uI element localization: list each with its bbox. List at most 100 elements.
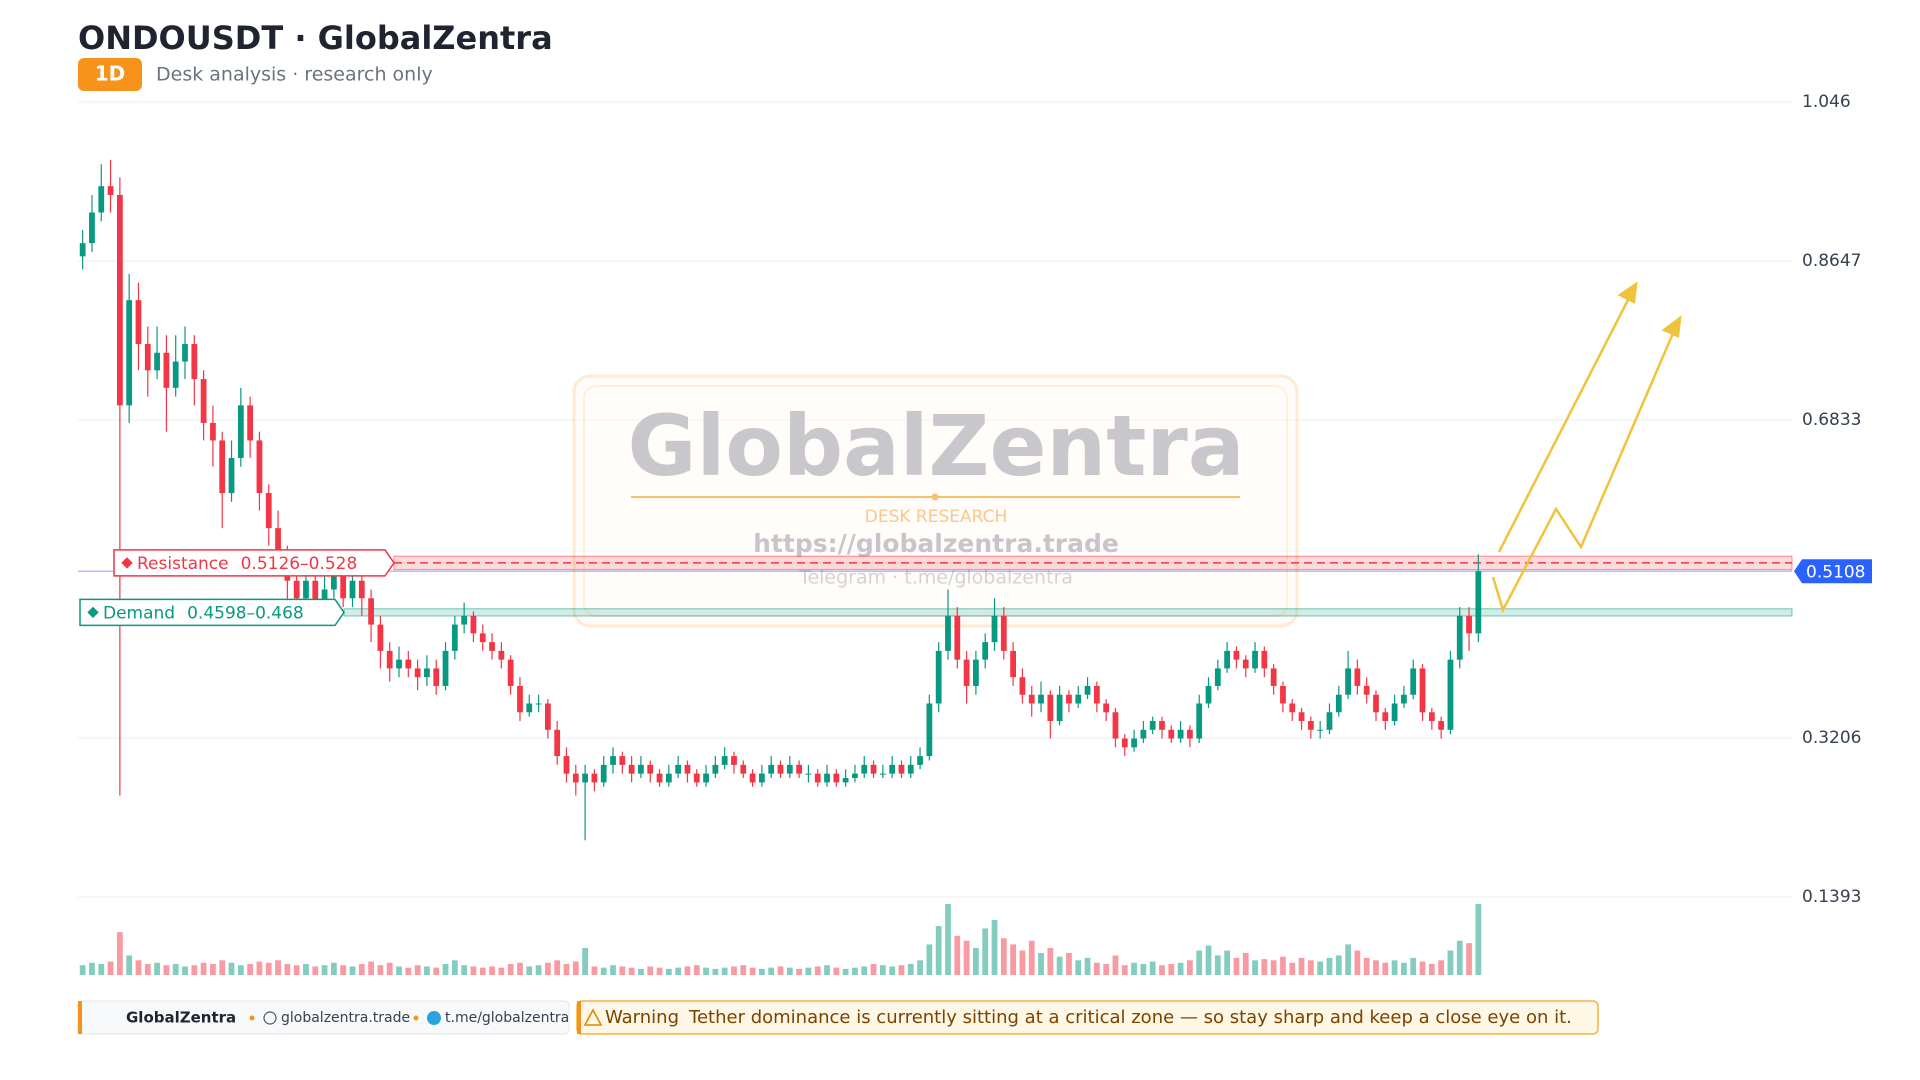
candle-body xyxy=(442,650,449,686)
volume-bar xyxy=(814,966,821,975)
volume xyxy=(79,904,1482,975)
candle-body xyxy=(107,186,114,195)
candle-body xyxy=(79,243,86,257)
candle-body xyxy=(396,659,402,669)
volume-bar xyxy=(517,962,523,975)
candle-body xyxy=(619,756,626,765)
candle-body xyxy=(861,764,868,774)
volume-bar xyxy=(1000,938,1007,975)
y-tick-label: 0.1393 xyxy=(1802,887,1861,907)
candle-body xyxy=(368,598,374,625)
volume-bar xyxy=(1205,945,1212,975)
volume-bar xyxy=(805,967,812,975)
candle-body xyxy=(982,642,989,660)
warning-text: Warning Tether dominance is currently sit… xyxy=(605,1007,1572,1028)
volume-bar xyxy=(572,961,579,975)
candle-body xyxy=(796,764,802,774)
last-price-label: 0.5108 xyxy=(1806,562,1865,582)
volume-bar xyxy=(1289,962,1296,975)
volume-bar xyxy=(1149,961,1156,975)
volume-bar xyxy=(1428,963,1435,975)
volume-bar xyxy=(303,963,309,975)
candle-body xyxy=(870,764,877,774)
volume-bar xyxy=(898,965,905,975)
volume-bar xyxy=(1456,940,1463,975)
watermark: GlobalZentra DESK RESEARCH https://globa… xyxy=(572,374,1299,628)
candle-body xyxy=(1224,650,1231,669)
volume-bar xyxy=(424,966,430,975)
candle-body xyxy=(684,764,691,774)
candle-body xyxy=(1280,685,1286,704)
volume-bar xyxy=(1028,940,1035,975)
volume-bar xyxy=(256,961,263,975)
candle-body xyxy=(1242,659,1249,669)
candle-body xyxy=(768,764,775,774)
candle-body xyxy=(126,300,133,406)
candle-body xyxy=(833,773,840,783)
candle-body xyxy=(247,405,254,441)
candle-body xyxy=(945,615,951,651)
volume-bar xyxy=(1391,960,1398,975)
volume-bar xyxy=(182,966,188,975)
candle-body xyxy=(879,773,886,775)
volume-bar xyxy=(442,963,449,975)
volume-bar xyxy=(396,966,402,975)
candle-body xyxy=(926,703,933,757)
volume-bar xyxy=(172,963,179,975)
candle-body xyxy=(237,405,244,458)
y-tick-label: 0.6833 xyxy=(1802,410,1861,430)
volume-bar xyxy=(414,965,421,975)
candle-body xyxy=(1205,685,1212,704)
candle-body xyxy=(638,764,644,774)
volume-bar xyxy=(1019,950,1026,975)
volume-bar xyxy=(889,966,896,975)
grid: 0.1393 0.3206 0.6833 0.8647 1.046 xyxy=(78,92,1861,907)
volume-bar xyxy=(1419,961,1426,975)
telegram-icon xyxy=(427,1011,441,1025)
volume-bar xyxy=(721,967,728,975)
volume-bar xyxy=(1354,950,1361,975)
volume-bar xyxy=(340,965,347,975)
candle-body xyxy=(1317,729,1324,731)
candle-body xyxy=(424,668,430,678)
candle-body xyxy=(386,650,393,669)
volume-bar xyxy=(1475,904,1482,975)
volume-bar xyxy=(1066,952,1072,975)
volume-bar xyxy=(582,948,588,975)
candle-body xyxy=(451,624,458,651)
volume-bar xyxy=(1159,965,1165,975)
footer: GlobalZentra globalzentra.trade t.me/glo… xyxy=(77,1000,1599,1035)
candle-body xyxy=(731,756,737,765)
volume-bar xyxy=(1233,957,1240,975)
zone-label: Demand 0.4598–0.468 xyxy=(103,603,304,623)
volume-bar xyxy=(293,965,300,975)
volume-bar xyxy=(824,965,830,975)
candle-body xyxy=(489,642,495,651)
volume-bar xyxy=(638,968,644,975)
volume-bar xyxy=(1010,944,1017,975)
volume-bar xyxy=(982,928,989,975)
candle-body xyxy=(1196,703,1203,739)
title: ONDOUSDT · GlobalZentra xyxy=(78,19,553,57)
volume-bar xyxy=(1056,956,1063,975)
candle-body xyxy=(377,624,384,651)
candle-body xyxy=(1289,703,1296,713)
volume-bar xyxy=(284,963,291,975)
volume-bar xyxy=(89,962,95,975)
candle-body xyxy=(526,703,533,713)
timeframe-badge xyxy=(78,58,142,91)
volume-bar xyxy=(786,967,793,975)
candle-body xyxy=(172,361,179,388)
candle-body xyxy=(275,528,281,555)
subtitle: Desk analysis · research only xyxy=(156,64,433,86)
volume-bar xyxy=(796,968,802,975)
candles xyxy=(79,159,1482,841)
volume-bar xyxy=(1103,963,1110,975)
candle-body xyxy=(1475,571,1482,634)
volume-bar xyxy=(126,955,133,975)
candle-body xyxy=(693,773,700,783)
volume-bar xyxy=(1131,962,1137,975)
candle-body xyxy=(116,194,123,406)
volume-bar xyxy=(1177,962,1184,975)
zone-label: Resistance 0.5126–0.528 xyxy=(137,554,357,574)
